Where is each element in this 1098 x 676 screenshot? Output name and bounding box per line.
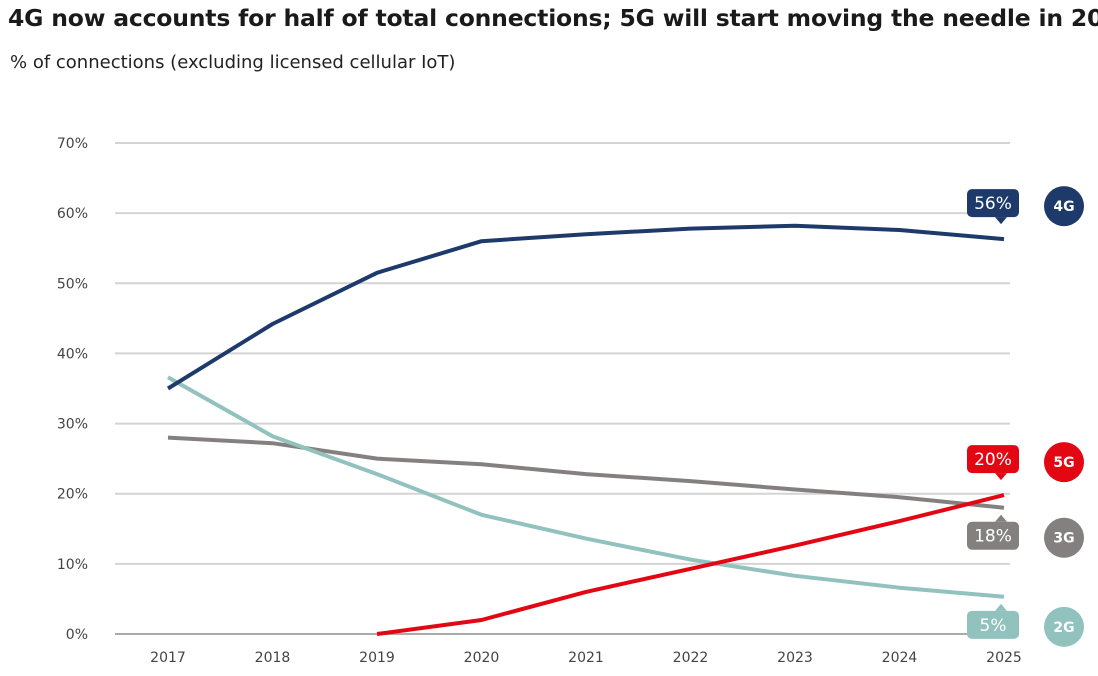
series-line-5g [376, 493, 1005, 636]
x-tick-label: 2025 [986, 650, 1022, 666]
callout-box-4g [967, 189, 1019, 218]
series-badge-label-4g: 4G [1053, 199, 1074, 215]
callout-label-5g: 20% [974, 450, 1012, 470]
callout-label-4g: 56% [974, 194, 1012, 214]
callout-label-2g: 5% [980, 616, 1007, 636]
callout-pointer-2g [995, 603, 1007, 611]
series-end-labels: 56% 4G 20% 5G 18% 3G 5% 2G [967, 186, 1084, 647]
x-tick-label: 2019 [359, 650, 395, 666]
y-tick-label: 70% [57, 136, 88, 152]
series-line-4g [166, 223, 1005, 391]
series-badge-label-5g: 5G [1053, 455, 1074, 471]
y-tick-label: 60% [57, 206, 88, 222]
series-line-3g [167, 435, 1005, 510]
series-badge-5g [1044, 442, 1084, 483]
x-tick-label: 2018 [255, 650, 291, 666]
gridlines [115, 142, 1010, 635]
chart-title: 4G now accounts for half of total connec… [8, 4, 1098, 32]
callout-box-5g [967, 445, 1019, 474]
series-badge-3g [1044, 517, 1084, 558]
callout-label-3g: 18% [974, 527, 1012, 547]
series-badge-label-3g: 3G [1053, 531, 1074, 547]
series-badge-4g [1044, 186, 1084, 227]
y-tick-label: 20% [57, 487, 88, 503]
callout-pointer-4g [995, 217, 1007, 225]
x-tick-label: 2023 [777, 650, 813, 666]
x-tick-label: 2020 [464, 650, 500, 666]
series-badge-label-2g: 2G [1053, 620, 1074, 636]
chart-subtitle: % of connections (excluding licensed cel… [10, 52, 456, 73]
series-line-2g [167, 375, 1005, 599]
x-tick-label: 2017 [150, 650, 186, 666]
callout-pointer-3g [995, 514, 1007, 522]
callout-pointer-5g [995, 473, 1007, 481]
y-tick-label: 50% [57, 276, 88, 292]
y-tick-label: 10% [57, 557, 88, 573]
series-lines [166, 223, 1005, 636]
series-badge-2g [1044, 606, 1084, 647]
x-tick-label: 2022 [673, 650, 709, 666]
x-tick-label: 2021 [568, 650, 604, 666]
callout-box-3g [967, 521, 1019, 550]
y-tick-label: 30% [57, 417, 88, 433]
y-tick-label: 40% [57, 346, 88, 362]
y-tick-label: 0% [66, 627, 88, 643]
y-axis-ticks: 0% 10% 20% 30% 40% 50% 60% 70% [57, 136, 88, 643]
x-axis-ticks: 2017 2018 2019 2020 2021 2022 2023 2024 2025 [150, 650, 1022, 666]
x-tick-label: 2024 [882, 650, 918, 666]
callout-box-2g [967, 610, 1019, 639]
